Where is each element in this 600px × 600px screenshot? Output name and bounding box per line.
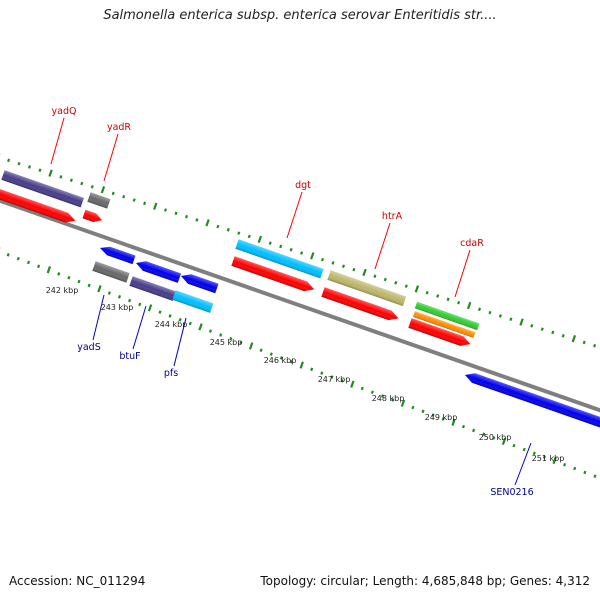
feature-yadr[interactable]	[87, 192, 111, 209]
feature-btuf[interactable]	[129, 276, 177, 301]
kbp-label-247: 247 kbp	[318, 375, 351, 384]
kbp-scale-labels: 242 kbp 243 kbp 244 kbp 245 kbp 246 kbp …	[46, 286, 565, 463]
gene-label-sen0216[interactable]: SEN0216	[490, 487, 533, 498]
gene-label-yadq[interactable]: yadQ	[52, 106, 77, 117]
kbp-label-244: 244 kbp	[155, 320, 188, 329]
leader-yads	[92, 294, 105, 341]
accession-text: Accession: NC_011294	[9, 574, 146, 588]
gene-label-yads[interactable]: yadS	[77, 342, 101, 353]
outer-tick-ring	[0, 152, 597, 348]
feature-sen0216[interactable]	[463, 370, 600, 430]
inner-tick-ring	[0, 246, 597, 479]
leader-htra	[374, 222, 391, 270]
gene-features	[0, 170, 600, 430]
feature-dgt-cds[interactable]	[231, 256, 315, 294]
feature-cdar-2[interactable]	[413, 311, 476, 338]
gene-label-cdar[interactable]: cdaR	[460, 238, 484, 249]
feature-yadq-cds[interactable]	[0, 188, 77, 225]
gene-label-pfs[interactable]: pfs	[164, 368, 178, 379]
kbp-label-251: 251 kbp	[532, 454, 565, 463]
gene-label-htra[interactable]: htrA	[382, 211, 403, 222]
forward-gene-labels: yadQ yadR dgt htrA cdaR	[52, 106, 485, 249]
kbp-label-248: 248 kbp	[372, 394, 405, 403]
kbp-label-250: 250 kbp	[479, 433, 512, 442]
map-title: Salmonella enterica subsp. enterica sero…	[103, 8, 497, 23]
kbp-label-245: 245 kbp	[210, 338, 243, 347]
label-leaders	[50, 117, 532, 486]
feature-dgt[interactable]	[235, 239, 324, 279]
leader-yadq	[50, 117, 65, 165]
tick-rings	[0, 152, 597, 479]
feature-btuf-blue[interactable]	[134, 258, 182, 283]
gene-label-yadr[interactable]: yadR	[107, 122, 131, 133]
kbp-label-246: 246 kbp	[264, 356, 297, 365]
leader-btuf	[132, 305, 147, 350]
leader-cdar	[454, 249, 471, 298]
feature-pfs-blue[interactable]	[179, 271, 219, 294]
gene-label-dgt[interactable]: dgt	[295, 180, 311, 191]
kbp-label-243: 243 kbp	[101, 303, 134, 312]
kbp-label-249: 249 kbp	[425, 413, 458, 422]
feature-cdar[interactable]	[414, 301, 480, 331]
feature-yadr-cds[interactable]	[82, 209, 104, 225]
feature-yads-blue[interactable]	[99, 244, 136, 265]
feature-pfs[interactable]	[172, 290, 214, 313]
feature-yadq[interactable]	[1, 170, 84, 208]
feature-htra[interactable]	[327, 270, 407, 307]
reverse-gene-labels: yadS btuF pfs SEN0216	[77, 342, 533, 498]
feature-yads[interactable]	[92, 261, 130, 283]
leader-sen0216	[514, 442, 532, 486]
feature-cdar-cds[interactable]	[408, 318, 472, 349]
gene-label-btuf[interactable]: btuF	[119, 351, 140, 362]
leader-pfs	[173, 317, 187, 367]
kbp-label-242: 242 kbp	[46, 286, 79, 295]
leader-yadr	[103, 133, 119, 182]
feature-htra-cds[interactable]	[321, 287, 400, 323]
leader-dgt	[286, 191, 303, 239]
genome-backbone	[0, 198, 600, 413]
genome-summary-text: Topology: circular; Length: 4,685,848 bp…	[260, 574, 590, 588]
